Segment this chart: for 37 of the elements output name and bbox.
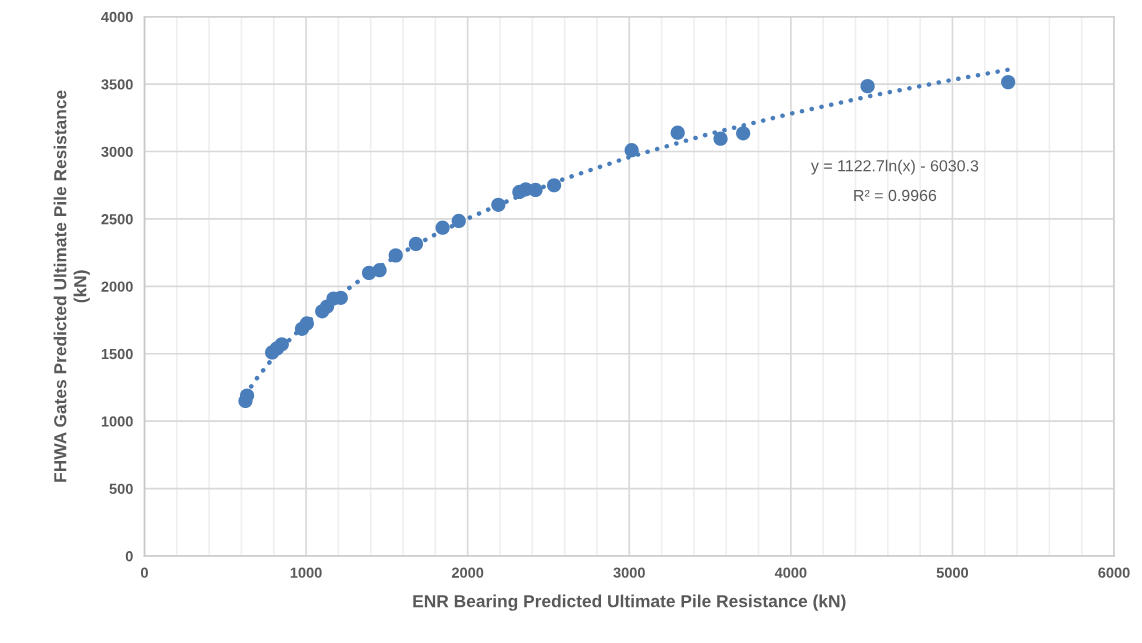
y-tick-label: 2500 [101,214,133,225]
x-tick-label: 2000 [451,567,484,578]
x-tick-label: 1000 [290,567,322,578]
point [670,125,685,140]
y-axis-title: FHWA Gates Predicted Ultimate Pile Resistance (kN) [53,90,90,482]
y-tick-label: 3500 [101,79,133,90]
y-tick-label: 0 [125,551,133,562]
x-axis-title: ENR Bearing Predicted Ultimate Pile Resistance (kN) [413,594,846,611]
point [736,126,751,141]
point [372,263,387,278]
point [528,182,543,198]
y-tick-label: 2000 [101,281,133,292]
point [299,316,314,331]
point [546,178,562,193]
point [451,213,466,229]
y-tick-label: 3000 [101,146,133,157]
point [388,248,403,263]
point [860,79,875,94]
y-tick-label: 500 [109,483,133,495]
point [435,220,450,235]
x-tick-label: 0 [140,567,148,578]
x-tick-label: 6000 [1098,567,1130,578]
annotation: R² = 0.9966 [854,189,937,202]
y-tick-label: 1500 [101,348,133,360]
point [491,197,506,212]
x-tick-label: 4000 [774,567,807,578]
point [624,143,639,158]
point [713,131,728,146]
point [1001,74,1016,90]
x-tick-label: 3000 [613,567,645,578]
point [408,236,424,252]
annotation: y = 1122.7ln(x) - 6030.3 [810,159,979,175]
point [274,337,289,352]
point [239,388,255,403]
x-tick-label: 5000 [936,567,969,578]
y-tick-label: 1000 [101,416,133,427]
y-tick-label: 4000 [101,11,133,23]
